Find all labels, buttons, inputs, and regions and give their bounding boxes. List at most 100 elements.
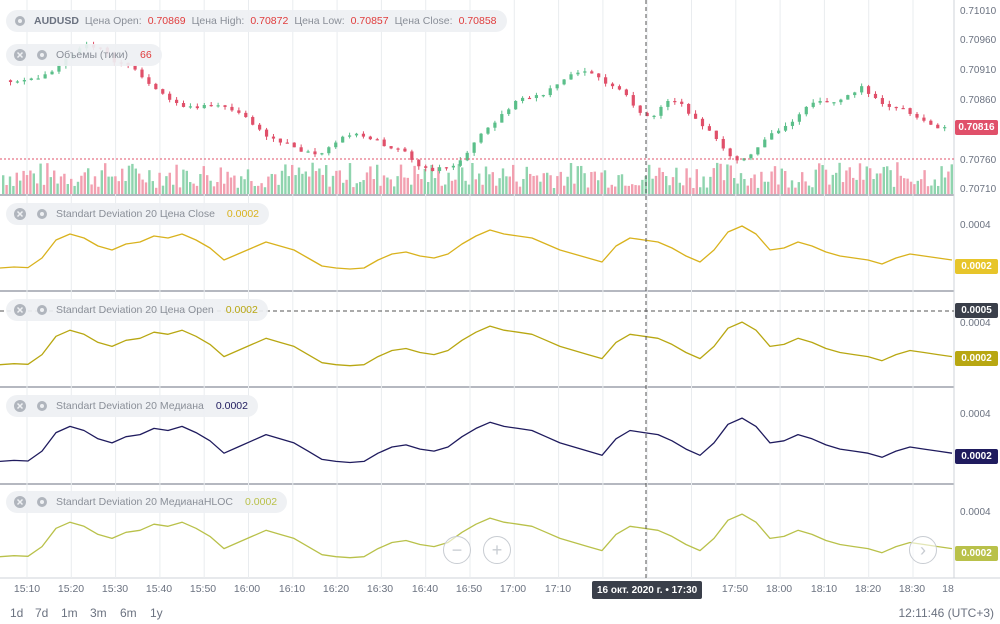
volume-bar [342,182,345,194]
timeframe-1m[interactable]: 1m [61,606,78,620]
volume-bar [42,184,46,194]
candle-body [514,101,518,110]
low-label: Цена Low: [294,15,345,27]
volume-bar [739,173,743,194]
candle-body [735,156,739,161]
volume-bar [603,170,607,194]
candle-body [680,101,684,104]
timeframe-7d[interactable]: 7d [35,606,49,620]
volume-bar [879,173,882,194]
candle-body [541,95,545,97]
time-tick: 15:50 [189,583,217,595]
volume-bar [835,172,838,194]
close-icon[interactable] [12,398,28,414]
close-value: 0.70858 [458,15,497,27]
volume-legend: Объемы (тики) 66 [6,44,162,66]
timeframe-1d[interactable]: 1d [10,606,24,620]
candle-body [389,146,393,149]
volume-bar [372,179,375,194]
candle-body [50,71,54,75]
volume-bar [73,185,76,194]
volume-bar [447,172,450,194]
close-icon[interactable] [12,206,28,222]
candle-body [915,113,919,118]
candle-body [783,125,788,131]
volume-bar [63,173,66,194]
gear-icon[interactable] [34,398,50,414]
candle-body [161,89,165,94]
volume-bar [365,172,369,194]
volume-bar [705,187,709,194]
time-tick: 18:00 [765,583,793,595]
volume-bar [712,168,715,194]
candle-body [410,151,414,160]
volume-bar [620,174,624,194]
gear-icon[interactable] [34,494,50,510]
candle-body [479,133,483,143]
volume-bar [688,177,692,194]
price-tick: 0.70710 [960,184,997,195]
volume-bar [471,162,474,194]
gear-icon[interactable] [34,206,50,222]
candle-body [527,97,532,100]
timeframe-1y[interactable]: 1y [150,606,163,620]
volume-bar [348,163,352,194]
volume-bar [250,181,253,194]
candle-body [866,86,871,94]
volume-bar [393,186,396,194]
volume-bar [243,179,246,194]
volume-bar [182,169,185,194]
volume-bar [97,186,100,194]
volume-bar [488,174,491,194]
volume-bar [920,179,923,194]
volume-bar [423,168,426,194]
volume-bar [304,171,307,194]
price-tick: 0.71010 [960,6,997,17]
candle-body [825,101,829,103]
volume-bar [563,185,566,194]
clock-readout: 12:11:46 (UTC+3) [898,606,995,620]
candle-body [258,124,262,130]
zoom-in-button[interactable]: + [483,536,511,564]
timeframe-6m[interactable]: 6m [120,606,137,620]
candle-body [209,105,213,107]
gear-icon[interactable] [34,302,50,318]
scroll-right-button[interactable]: › [909,536,937,564]
volume-bar [301,173,304,194]
volume-bar [804,181,807,194]
volume-bar [437,167,440,194]
zoom-out-button[interactable]: − [443,536,471,564]
candle-body [29,78,33,81]
timeframe-3m[interactable]: 3m [90,606,107,620]
gear-icon[interactable] [12,13,28,29]
volume-bar [297,167,301,194]
candle-body [562,79,566,85]
time-tick: 18:30 [898,583,926,595]
time-tick: 17:00 [499,583,527,595]
gear-icon[interactable] [34,47,50,63]
candle-body [617,86,622,90]
volume-bar [600,172,603,194]
candle-body [57,65,61,72]
volume-bar [90,184,93,194]
candle-body [714,130,718,139]
candle-body [313,151,317,155]
volume-bar [87,168,90,194]
candle-body [444,167,449,169]
volume-bar [66,184,69,194]
candle-body [327,147,331,154]
volume-bar [321,174,324,194]
close-icon[interactable] [12,494,28,510]
volume-bar [151,181,154,194]
volume-bar [206,175,209,194]
volume-bar [280,170,284,194]
close-icon[interactable] [12,47,28,63]
volume-bar [56,183,59,194]
volume-bar [121,168,124,194]
close-icon[interactable] [12,302,28,318]
volume-label: Объемы (тики) [56,49,129,61]
volume-bar [699,187,702,194]
volume-value: 66 [140,49,152,61]
candle-body [396,148,400,150]
